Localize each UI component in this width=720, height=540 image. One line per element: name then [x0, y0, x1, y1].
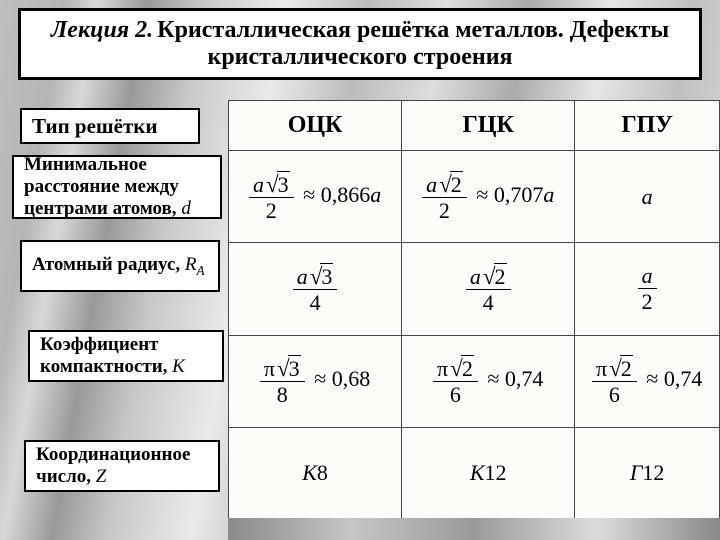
label-packing-coeff: Коэффициент компактности, К: [28, 330, 224, 382]
title-text: Лекция 2. Кристаллическая решётка металл…: [41, 17, 679, 71]
cell-radius-hcp: a2: [575, 243, 720, 335]
cell-coord-hcp: Г12: [575, 427, 720, 519]
label-lattice-type: Тип решётки: [20, 108, 200, 144]
cell-min-dist-fcc: a22 ≈ 0,707a: [402, 151, 575, 243]
cell-min-dist-hcp: a: [575, 151, 720, 243]
label-text: Тип решётки: [32, 114, 158, 138]
cell-coord-bcc: К8: [229, 427, 402, 519]
table-row: К8 К12 Г12: [229, 427, 720, 519]
label-min-distance: Минимальное расстояние между центрами ат…: [12, 155, 222, 219]
cell-pack-bcc: π38 ≈ 0,68: [229, 335, 402, 427]
label-text: Коэффициент компактности, К: [40, 334, 212, 378]
table-row: a34 a24 a2: [229, 243, 720, 335]
label-text: Координационное число, Z: [36, 444, 208, 488]
slide-title: Лекция 2. Кристаллическая решётка металл…: [18, 8, 702, 80]
table-shadow: [228, 518, 720, 540]
lattice-table: ОЦК ГЦК ГПУ a32 ≈ 0,866a a22 ≈ 0,707a a …: [228, 100, 720, 520]
label-text: Атомный радиус, RA: [32, 254, 205, 278]
col-header: ГПУ: [575, 101, 720, 151]
label-coord-number: Координационное число, Z: [24, 440, 220, 492]
cell-radius-fcc: a24: [402, 243, 575, 335]
cell-radius-bcc: a34: [229, 243, 402, 335]
cell-pack-fcc: π26 ≈ 0,74: [402, 335, 575, 427]
cell-coord-fcc: К12: [402, 427, 575, 519]
table-row: π38 ≈ 0,68 π26 ≈ 0,74 π26 ≈ 0,74: [229, 335, 720, 427]
col-header: ГЦК: [402, 101, 575, 151]
lecture-prefix: Лекция 2.: [51, 17, 153, 43]
table-row: a32 ≈ 0,866a a22 ≈ 0,707a a: [229, 151, 720, 243]
title-main: Кристаллическая решётка металлов. Дефект…: [157, 17, 669, 70]
cell-pack-hcp: π26 ≈ 0,74: [575, 335, 720, 427]
label-atomic-radius: Атомный радиус, RA: [20, 240, 220, 292]
table-header-row: ОЦК ГЦК ГПУ: [229, 101, 720, 151]
label-text: Минимальное расстояние между центрами ат…: [24, 154, 210, 220]
cell-min-dist-bcc: a32 ≈ 0,866a: [229, 151, 402, 243]
col-header: ОЦК: [229, 101, 402, 151]
